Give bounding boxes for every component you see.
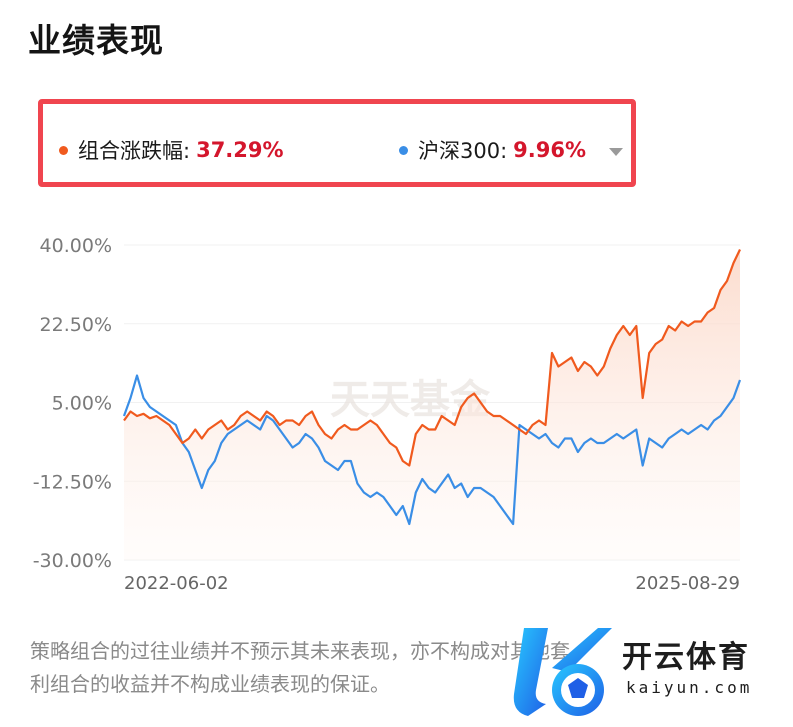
disclaimer-text: 策略组合的过往业绩并不预示其未来表现，亦不构成对其他套利组合的收益并不构成业绩表… bbox=[30, 639, 570, 696]
legend-dot-icon bbox=[399, 145, 408, 155]
legend-item-portfolio[interactable]: 组合涨跌幅: 37.29% bbox=[59, 135, 284, 165]
y-tick-label: 40.00% bbox=[40, 235, 112, 257]
legend-item-csi300[interactable]: 沪深300: 9.96% bbox=[399, 135, 586, 165]
kaiyun-logo: 开云体育 kaiyun.com bbox=[508, 620, 793, 723]
y-tick-label: -30.00% bbox=[33, 550, 112, 572]
y-tick-label: 5.00% bbox=[52, 393, 112, 415]
logo-text-cn: 开云体育 bbox=[622, 640, 750, 675]
legend-label: 沪深300: bbox=[418, 139, 508, 163]
csi300-line bbox=[122, 374, 742, 526]
legend-value: 37.29% bbox=[196, 138, 284, 162]
x-tick-start: 2022-06-02 bbox=[124, 573, 229, 594]
y-axis: 40.00% 22.50% 5.00% -12.50% -30.00% bbox=[33, 235, 112, 572]
portfolio-line bbox=[123, 249, 741, 467]
kaiyun-logo-icon bbox=[513, 628, 612, 716]
legend-label: 组合涨跌幅: bbox=[78, 139, 191, 163]
portfolio-area bbox=[124, 249, 740, 560]
performance-chart: 40.00%22.50%5.00%-12.50%-30.00% 天天基金 202… bbox=[33, 235, 742, 594]
legend-dot-icon bbox=[59, 145, 68, 155]
chevron-down-icon[interactable] bbox=[609, 148, 623, 156]
chart-lines bbox=[122, 249, 742, 526]
legend-value: 9.96% bbox=[513, 138, 587, 162]
x-tick-end: 2025-08-29 bbox=[635, 573, 740, 594]
legend-box: 组合涨跌幅: 37.29% 沪深300: 9.96% bbox=[38, 99, 636, 187]
page-title: 业绩表现 bbox=[28, 21, 164, 60]
y-tick-label: 22.50% bbox=[40, 314, 112, 336]
logo-text-en: kaiyun.com bbox=[626, 678, 753, 697]
y-tick-label: -12.50% bbox=[33, 471, 112, 493]
